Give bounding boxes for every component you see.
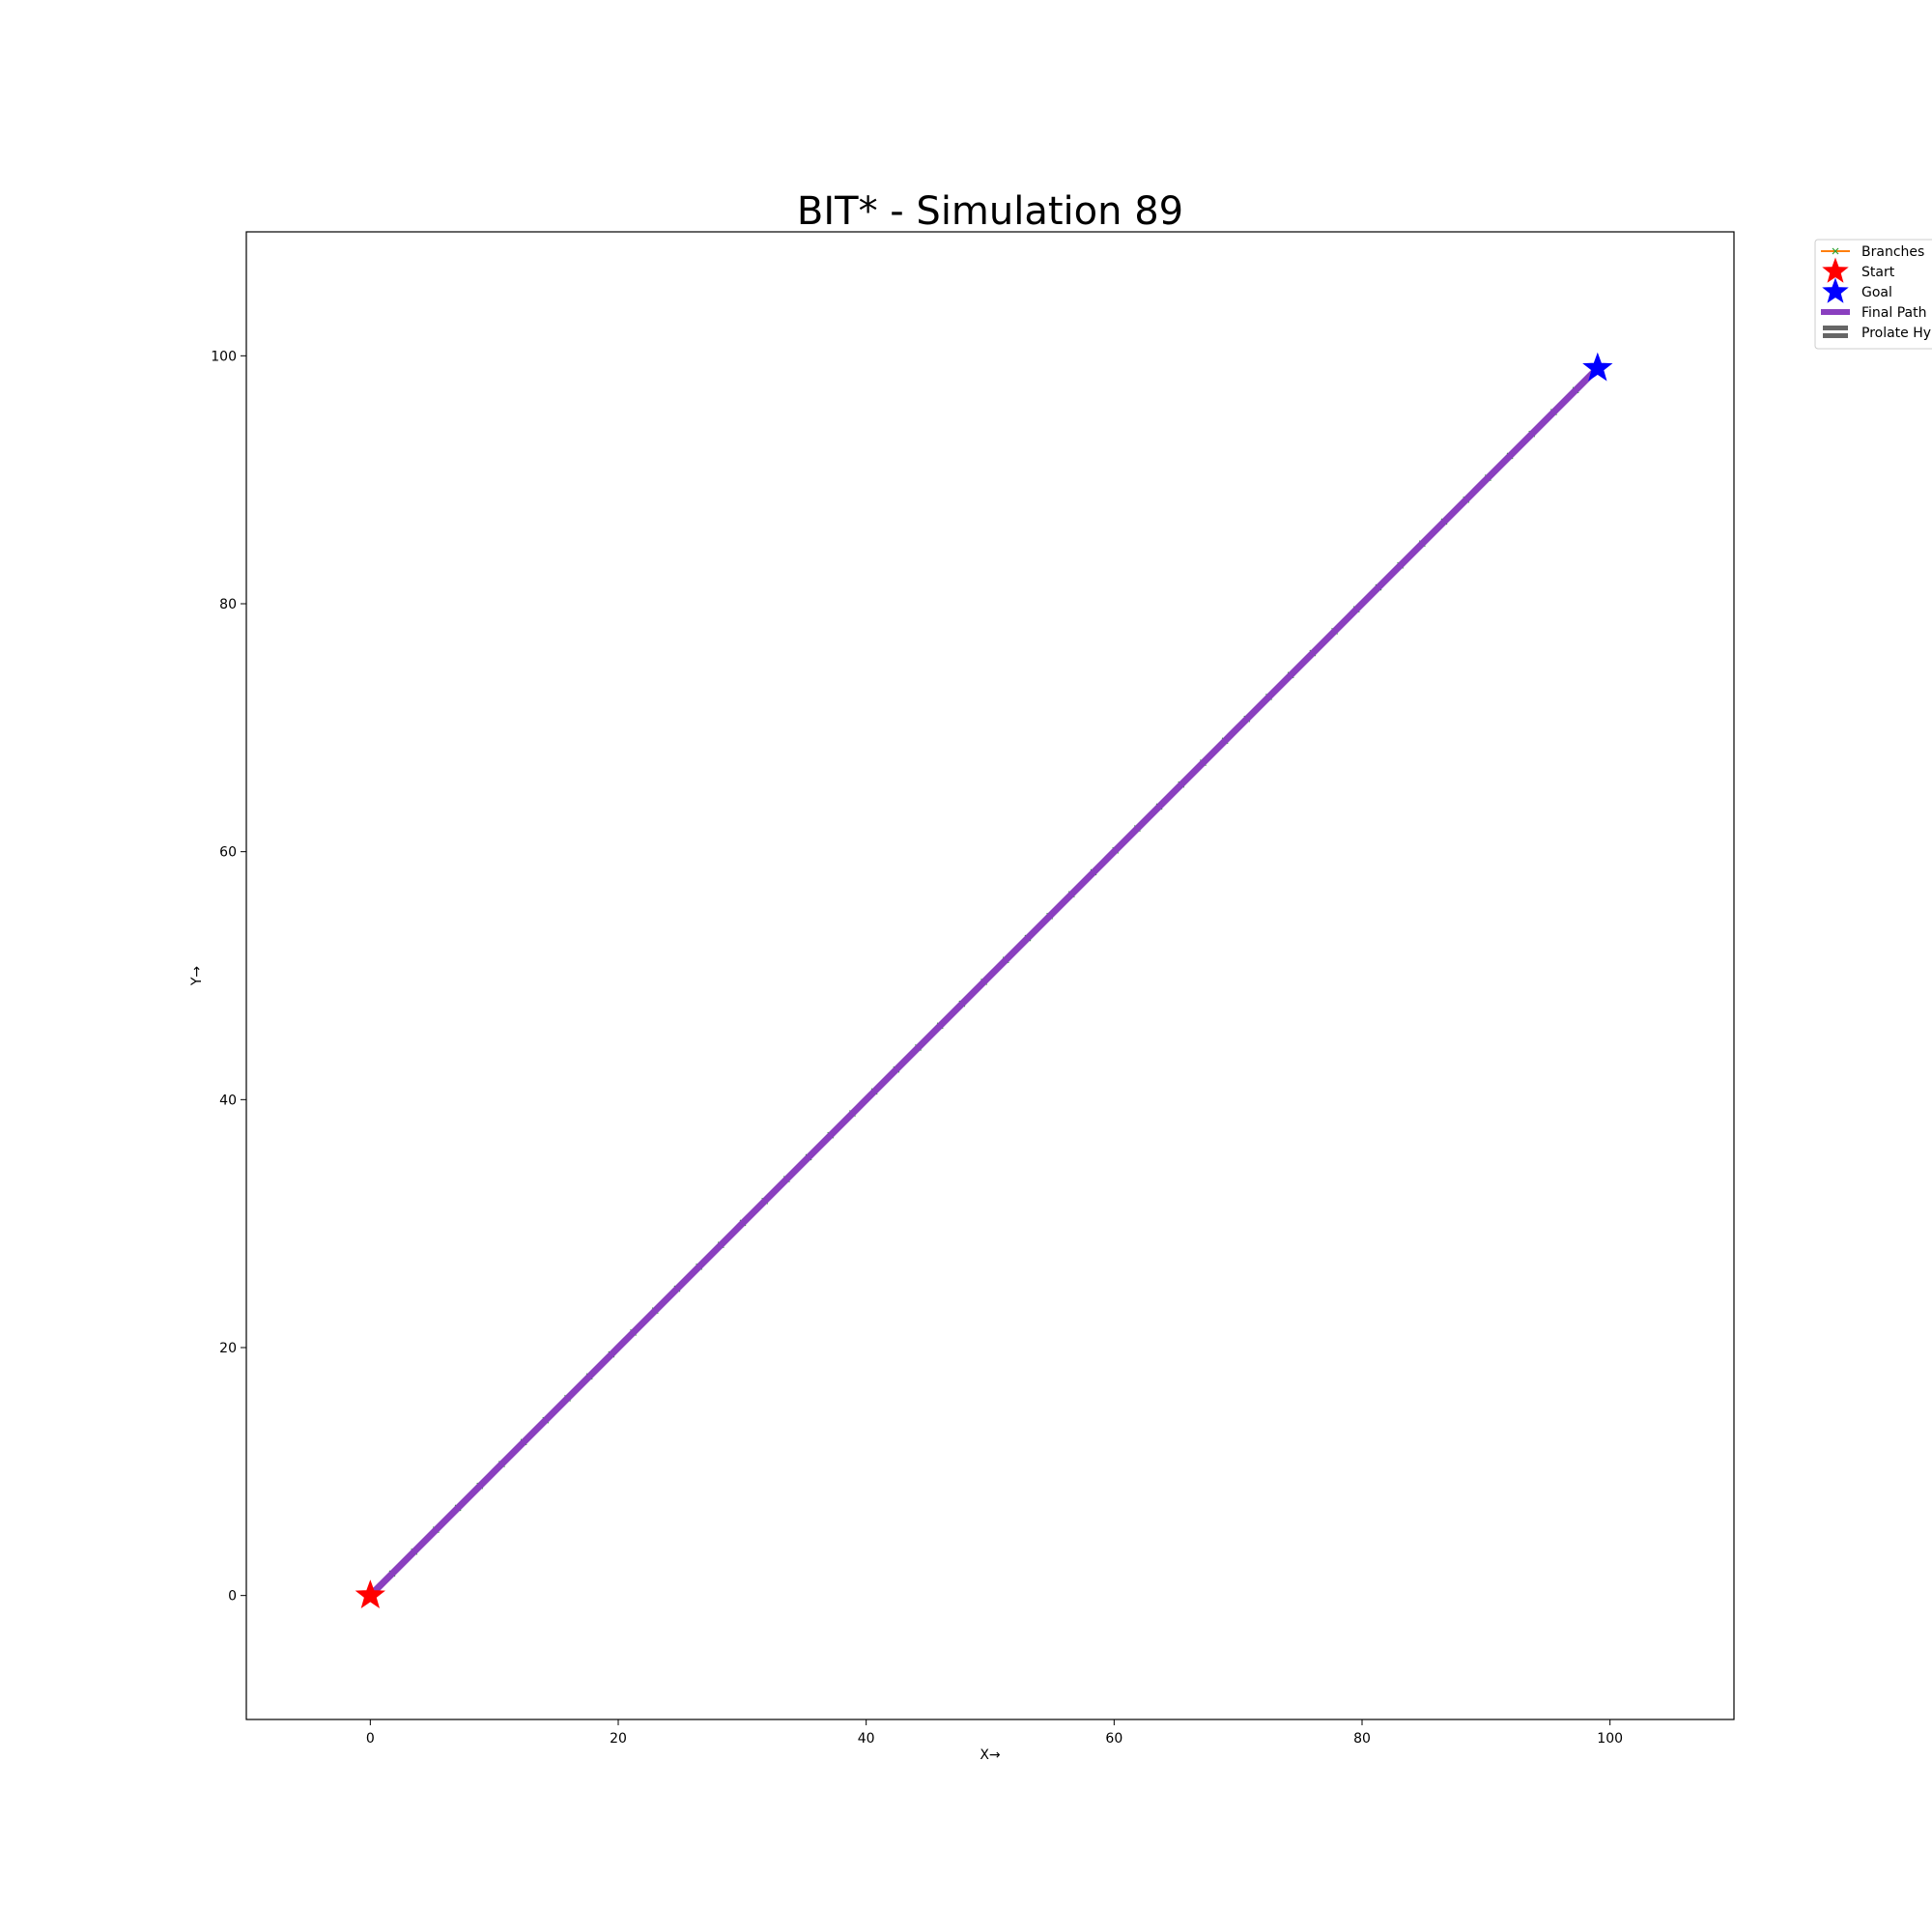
y-tick-label: 40: [219, 1093, 237, 1108]
y-tick-label: 20: [219, 1341, 237, 1356]
axes-frame: [245, 231, 1735, 1720]
x-axis-label: X→: [980, 1747, 1001, 1763]
legend-label: Final Path: [1861, 305, 1926, 321]
legend-box: [1814, 239, 1932, 350]
plot-area: [355, 352, 1613, 1608]
legend: Branches Start Goal Final Path Prolate Hyp: [1814, 239, 1932, 350]
legend-item: Goal: [1822, 277, 1892, 303]
y-tick-label: 80: [219, 597, 237, 612]
x-tick-label: 100: [1597, 1731, 1623, 1747]
y-tick-label: 0: [228, 1589, 237, 1605]
legend-item: Branches: [1821, 244, 1924, 260]
legend-item: Start: [1822, 257, 1895, 283]
x-tick-label: 60: [1105, 1731, 1122, 1747]
legend-label: Branches: [1861, 244, 1924, 260]
y-axis-label: Y→: [189, 966, 205, 987]
x-tick-label: 0: [366, 1731, 375, 1747]
start-marker: [355, 1579, 385, 1608]
legend-item: Prolate Hyp: [1823, 326, 1932, 341]
x-tick-label: 20: [610, 1731, 627, 1747]
chart-title: BIT* - Simulation 89: [797, 189, 1183, 234]
legend-label: Goal: [1861, 285, 1892, 300]
y-axis-ticks: 0 20 40 60 80 100: [211, 349, 246, 1605]
x-axis-ticks: 0 20 40 60 80 100: [366, 1719, 1623, 1747]
y-tick-label: 100: [211, 349, 237, 364]
x-tick-label: 80: [1353, 1731, 1371, 1747]
x-tick-label: 40: [858, 1731, 875, 1747]
y-tick-label: 60: [219, 845, 237, 861]
legend-label: Start: [1861, 265, 1895, 280]
legend-item: Final Path: [1821, 305, 1926, 321]
final-path-line: [366, 364, 1602, 1600]
goal-marker: [1582, 352, 1613, 382]
legend-label: Prolate Hyp: [1861, 326, 1932, 341]
